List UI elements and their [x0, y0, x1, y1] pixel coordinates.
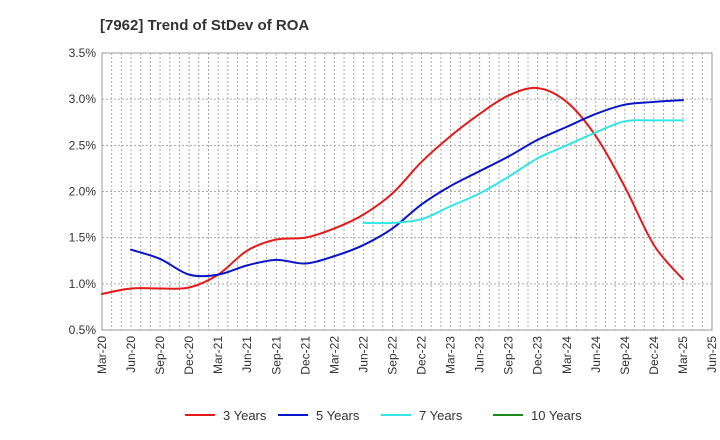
- x-tick-label: Sep-20: [153, 336, 167, 375]
- x-tick-label: Sep-23: [502, 336, 516, 375]
- x-tick-label: Mar-24: [560, 336, 574, 374]
- x-tick-label: Mar-22: [327, 336, 341, 374]
- y-tick-label: 0.5%: [69, 323, 97, 337]
- x-tick-label: Sep-22: [385, 336, 399, 375]
- y-tick-label: 3.0%: [69, 92, 97, 106]
- y-tick-label: 1.5%: [69, 231, 97, 245]
- plot-frame: [101, 52, 713, 331]
- x-tick-label: Dec-22: [415, 336, 429, 375]
- legend: 3 Years 5 Years 7 Years 10 Years: [185, 408, 582, 423]
- series-line-7-years: [362, 119, 684, 225]
- legend-label-10-years: 10 Years: [531, 408, 582, 423]
- y-axis-ticks: 0.5% 1.0% 1.5% 2.0% 2.5% 3.0% 3.5%: [69, 46, 97, 337]
- chart-title: [7962] Trend of StDev of ROA: [100, 17, 309, 34]
- series-lines: [101, 86, 684, 295]
- x-tick-label: Mar-20: [95, 336, 109, 374]
- legend-label-7-years: 7 Years: [419, 408, 463, 423]
- grid: [101, 52, 713, 331]
- x-tick-label: Dec-21: [298, 336, 312, 375]
- y-tick-label: 3.5%: [69, 46, 97, 60]
- x-tick-label: Dec-23: [531, 336, 545, 375]
- x-tick-label: Jun-24: [589, 336, 603, 373]
- x-tick-label: Jun-22: [356, 336, 370, 373]
- legend-label-5-years: 5 Years: [316, 408, 360, 423]
- x-tick-label: Jun-21: [240, 336, 254, 373]
- x-tick-label: Jun-25: [705, 336, 719, 373]
- x-tick-label: Mar-21: [211, 336, 225, 374]
- y-tick-label: 2.5%: [69, 138, 97, 152]
- x-tick-label: Sep-24: [618, 336, 632, 375]
- x-tick-label: Sep-21: [269, 336, 283, 375]
- legend-label-3-years: 3 Years: [223, 408, 267, 423]
- series-line-3-years: [101, 86, 684, 295]
- x-tick-label: Mar-25: [676, 336, 690, 374]
- x-tick-label: Dec-20: [182, 336, 196, 375]
- y-tick-label: 2.0%: [69, 185, 97, 199]
- y-tick-label: 1.0%: [69, 277, 97, 291]
- x-tick-label: Jun-23: [473, 336, 487, 373]
- x-axis-ticks: Mar-20 Jun-20 Sep-20 Dec-20 Mar-21 Jun-21 Sep-…: [95, 336, 719, 375]
- x-tick-label: Dec-24: [647, 336, 661, 375]
- x-tick-label: Jun-20: [124, 336, 138, 373]
- series-line-5-years: [130, 99, 684, 278]
- x-tick-label: Mar-23: [444, 336, 458, 374]
